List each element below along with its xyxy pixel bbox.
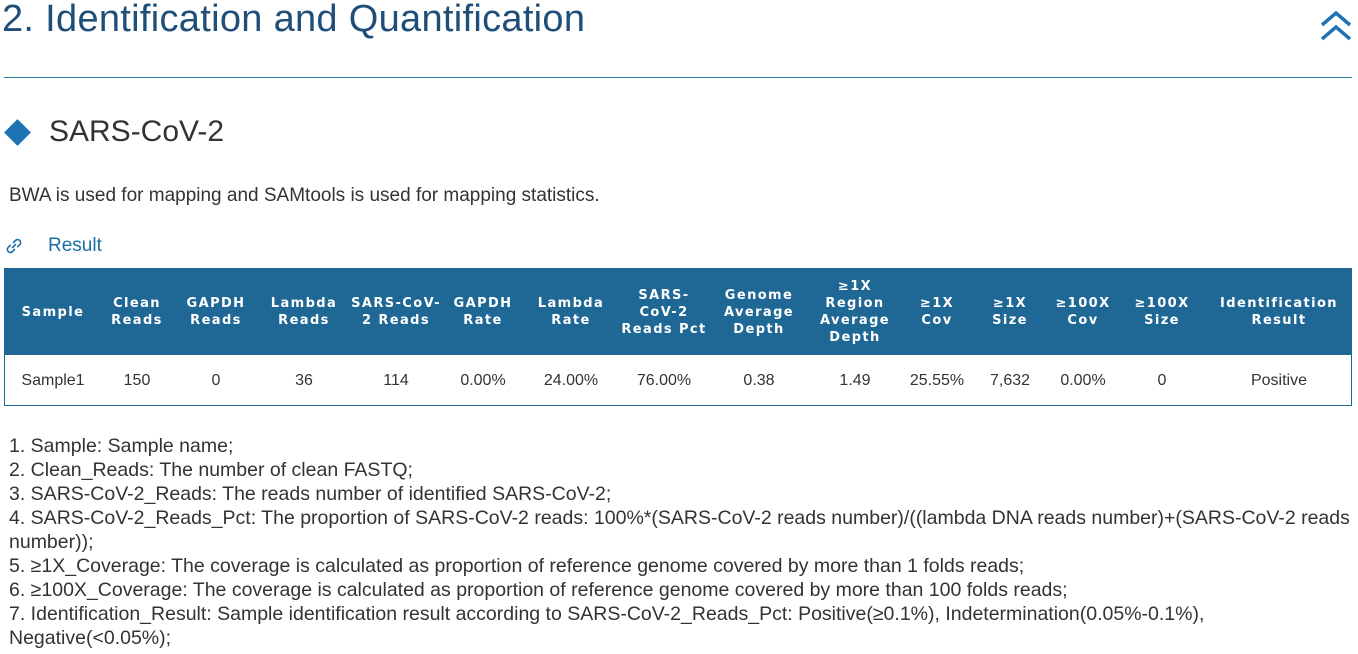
link-icon [6,238,22,254]
column-header: ≥1X Cov [901,269,973,355]
table-cell: 150 [123,372,151,389]
column-header: GAPDH Rate [443,269,523,355]
section-divider [4,77,1352,78]
table-header-row: Sample Clean Reads GAPDH Reads Lambda Re… [5,269,1351,355]
column-header: SARS-CoV-2 Reads [349,269,443,355]
result-link[interactable]: Result [4,232,102,260]
table-cell: 25.55% [909,372,965,389]
table-cell: 0 [211,372,221,389]
double-chevron-up-icon [1320,10,1352,41]
table-cell: Positive [1250,372,1308,389]
note-item: 6. ≥100X_Coverage: The coverage is calcu… [9,579,1068,601]
column-header: ≥1X Size [973,269,1047,355]
subsection-title: SARS-CoV-2 [49,115,225,148]
table-cell: 7,632 [989,372,1031,389]
table-cell: 24.00% [543,372,599,389]
result-link-label: Result [48,235,102,256]
column-header: ≥100X Size [1119,269,1205,355]
column-header: ≥100X Cov [1047,269,1119,355]
note-item: 7. Identification_Result: Sample identif… [9,603,1205,649]
result-table: Sample Clean Reads GAPDH Reads Lambda Re… [5,269,1351,405]
note-item: 2. Clean_Reads: The number of clean FAST… [9,459,413,481]
column-header: Genome Average Depth [709,269,809,355]
subsection-heading: SARS-CoV-2 [4,112,224,152]
table-cell: 36 [295,372,313,389]
section-header: 2. Identification and Quantification [0,0,1358,79]
column-header: Lambda Reads [259,269,349,355]
note-item: 4. SARS-CoV-2_Reads_Pct: The proportion … [9,507,1350,553]
table-cell: 0.38 [743,372,775,389]
table-cell: 0 [1157,372,1167,389]
result-table-container: Sample Clean Reads GAPDH Reads Lambda Re… [4,268,1352,406]
table-cell: 114 [383,372,409,389]
column-header: Sample [5,269,101,355]
note-item: 1. Sample: Sample name; [9,435,234,457]
column-header: GAPDH Reads [173,269,259,355]
table-cell: 1.49 [839,372,871,389]
note-item: 5. ≥1X_Coverage: The coverage is calcula… [9,555,1025,577]
column-header: Clean Reads [101,269,173,355]
column-header: Lambda Rate [523,269,619,355]
note-item: 3. SARS-CoV-2_Reads: The reads number of… [9,483,612,505]
table-cell: 0.00% [460,372,506,389]
table-row: Sample1 150 0 36 114 0.00% 24.00% 76.00%… [5,355,1351,405]
column-header: SARS-CoV-2 Reads Pct [619,269,709,355]
table-cell: 76.00% [636,372,692,389]
table-cell: 0.00% [1060,372,1106,389]
table-cell: Sample1 [21,372,85,389]
collapse-section-button[interactable] [1318,8,1354,44]
column-header: Identification Result [1205,269,1351,355]
diamond-icon [4,118,31,146]
intro-text: BWA is used for mapping and SAMtools is … [9,185,600,206]
section-title: 2. Identification and Quantification [2,0,586,40]
notes-list: 1. Sample: Sample name; 2. Clean_Reads: … [9,434,1354,650]
column-header: ≥1X Region Average Depth [809,269,901,355]
